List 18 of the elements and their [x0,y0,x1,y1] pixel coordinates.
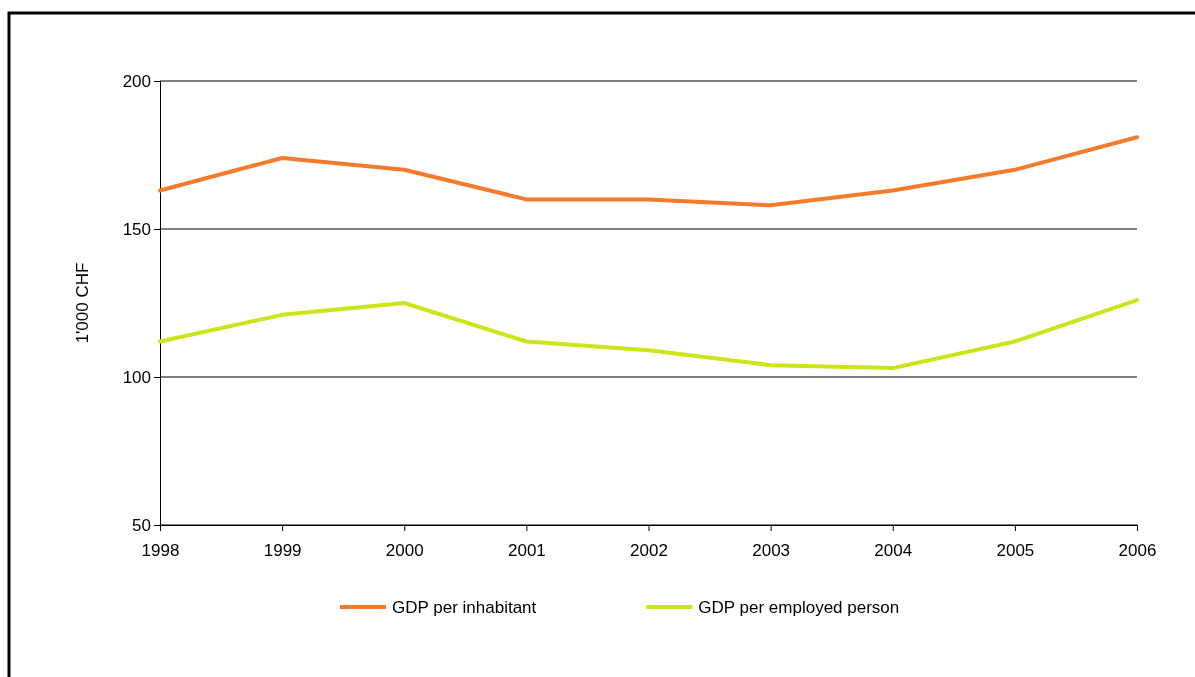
legend-label: GDP per employed person [698,598,900,617]
x-tick-label: 2001 [507,541,546,561]
x-tick-label: 1999 [263,541,302,561]
x-tick-label: 2000 [385,541,424,561]
x-tick-label: 2004 [874,541,913,561]
x-tick-label: 2005 [996,541,1035,561]
y-tick-label: 100 [122,367,151,387]
legend-label: GDP per inhabitant [392,598,537,617]
x-tick-label: 2002 [630,541,668,561]
y-axis-title: 1'000 CHF [73,262,92,344]
y-tick-label: 150 [122,219,151,239]
x-tick-label: 1998 [141,541,180,561]
line-series [158,135,1139,208]
x-tick-label: 2006 [1118,541,1157,561]
y-tick-label: 200 [122,71,151,91]
x-tick-label: 2003 [752,541,791,561]
line-series [158,298,1139,371]
y-tick-label: 50 [132,515,151,535]
